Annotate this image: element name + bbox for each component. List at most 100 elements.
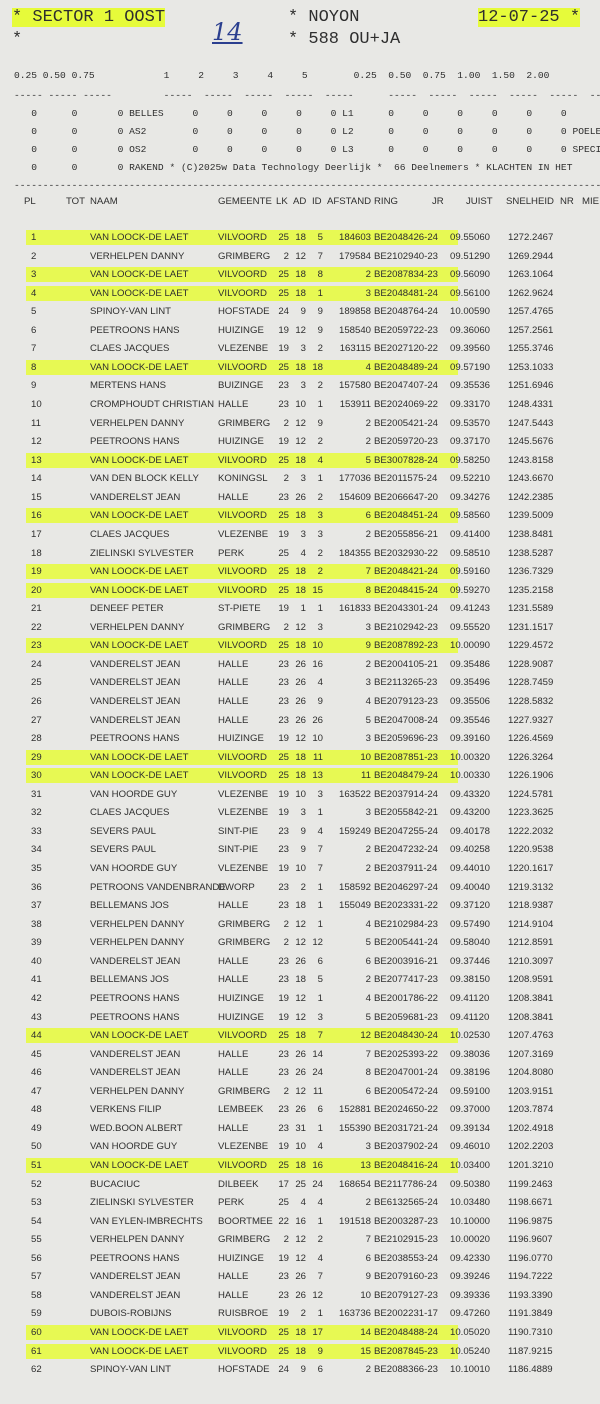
cell-ad: 4 <box>300 1197 306 1209</box>
cell-id: 1 <box>317 992 323 1004</box>
cell-ad: 18 <box>295 287 306 299</box>
cell-lk: 25 <box>278 287 289 299</box>
cell-gemeente: VLEZENBE <box>218 863 269 875</box>
cell-snelheid: 1214.9104 <box>508 918 554 930</box>
row-highlight <box>26 1343 458 1359</box>
cell-ring: BE2117786-24 <box>374 1178 438 1190</box>
cell-ring: BE2001786-22 <box>374 992 439 1004</box>
cell-id: 2 <box>317 566 323 578</box>
cell-juist: 09.56100 <box>450 287 491 299</box>
cell-ring: BE2048481-24 <box>374 287 439 299</box>
cell-gemeente: HOFSTADE <box>218 306 270 318</box>
cell-ad: 9 <box>300 844 306 856</box>
cell-ad: 12 <box>295 1234 306 1246</box>
cell-ad: 12 <box>295 992 306 1004</box>
cell-id: 4 <box>317 677 323 689</box>
cell-juist: 10.00330 <box>450 770 491 782</box>
column-header: NR <box>560 196 574 207</box>
cell-pl: 7 <box>31 343 37 355</box>
cell-naam: PEETROONS HANS <box>90 1011 180 1023</box>
cell-gemeente: VILVOORD <box>218 510 267 522</box>
cell-ad: 12 <box>295 1252 306 1264</box>
cell-naam: VERHELPEN DANNY <box>90 918 185 930</box>
cell-gemeente: BUIZINGE <box>218 380 264 392</box>
cell-snelheid: 1263.1064 <box>508 269 554 281</box>
cell-afstand: 159249 <box>338 825 371 837</box>
cell-pl: 13 <box>31 454 42 466</box>
cell-ad: 18 <box>295 510 306 522</box>
cell-gemeente: GRIMBERG <box>218 621 271 633</box>
cell-ring: BE2043301-24 <box>374 603 439 615</box>
cell-id: 4 <box>317 825 323 837</box>
cell-ring: BE2059681-23 <box>374 1011 439 1023</box>
cell-lk: 2 <box>283 1085 289 1097</box>
cell-ring: BE2048764-24 <box>374 306 439 318</box>
cell-ring: BE2048451-24 <box>374 510 439 522</box>
cell-id: 8 <box>317 269 323 281</box>
cell-id: 5 <box>317 232 323 243</box>
cell-pl: 44 <box>31 1030 42 1042</box>
cell-snelheid: 1235.2158 <box>508 584 554 596</box>
cell-id: 4 <box>317 1141 323 1153</box>
cell-snelheid: 1190.7310 <box>508 1327 553 1339</box>
cell-snelheid: 1212.8591 <box>508 937 554 949</box>
cell-pl: 19 <box>31 566 42 578</box>
cell-gemeente: GRIMBERG <box>218 1085 271 1097</box>
cell-id: 14 <box>312 1048 323 1060</box>
cell-lk: 19 <box>278 788 289 800</box>
cell-naam: VAN LOOCK-DE LAET <box>90 232 189 243</box>
cell-ring: BE2087892-23 <box>374 640 439 652</box>
cell-afstand: 5 <box>365 714 371 726</box>
cell-lk: 19 <box>278 603 289 615</box>
cell-juist: 09.37446 <box>450 955 491 967</box>
cell-pl: 43 <box>31 1011 42 1023</box>
cell-ad: 16 <box>295 1215 306 1227</box>
cell-naam: PEETROONS HANS <box>90 436 180 448</box>
cell-juist: 09.58560 <box>450 510 491 522</box>
cell-id: 9 <box>317 324 323 336</box>
cell-naam: VERHELPEN DANNY <box>90 1085 185 1097</box>
row-highlight <box>26 564 458 580</box>
cell-naam: VAN LOOCK-DE LAET <box>90 1327 189 1339</box>
cell-ad: 10 <box>295 863 306 875</box>
cell-afstand: 4 <box>365 361 371 373</box>
cell-ad: 26 <box>295 696 306 707</box>
cell-snelheid: 1208.3841 <box>508 1011 554 1023</box>
cell-juist: 09.57490 <box>450 918 491 930</box>
cell-juist: 10.00320 <box>450 751 491 763</box>
cell-snelheid: 1207.3169 <box>508 1048 554 1060</box>
cell-lk: 19 <box>278 807 289 819</box>
cell-afstand: 2 <box>365 1197 371 1209</box>
cell-ad: 26 <box>295 677 306 689</box>
cell-pl: 34 <box>31 844 42 856</box>
cell-pl: 30 <box>31 770 42 782</box>
cell-naam: WED.BOON ALBERT <box>90 1122 183 1134</box>
preamble-line: 0 0 0 BELLES 0 0 0 0 0 L1 0 0 0 0 0 0 <box>14 108 567 119</box>
cell-gemeente: GRIMBERG <box>218 417 271 429</box>
cell-pl: 52 <box>31 1178 42 1190</box>
cell-gemeente: VLEZENBE <box>218 807 269 819</box>
cell-id: 24 <box>312 1067 323 1079</box>
column-header: SNELHEID <box>506 196 554 207</box>
cell-ring: BE2037902-24 <box>374 1141 439 1153</box>
cell-id: 7 <box>317 1271 323 1283</box>
cell-naam: DUBOIS-ROBIJNS <box>90 1308 172 1320</box>
cell-pl: 37 <box>31 900 42 912</box>
cell-snelheid: 1227.9327 <box>508 714 554 726</box>
star: * <box>12 30 23 49</box>
cell-lk: 2 <box>283 937 289 949</box>
cell-gemeente: LEMBEEK <box>218 1104 264 1116</box>
cell-id: 6 <box>317 955 323 967</box>
cell-lk: 25 <box>278 510 289 522</box>
cell-ad: 12 <box>295 250 306 262</box>
preamble-line: 0 0 0 AS2 0 0 0 0 0 L2 0 0 0 0 0 0 POELE… <box>14 126 600 137</box>
cell-afstand: 152881 <box>338 1104 371 1116</box>
cell-id: 2 <box>317 380 323 392</box>
cell-gemeente: VILVOORD <box>218 454 267 466</box>
cell-ad: 18 <box>295 361 306 373</box>
cell-naam: SPINOY-VAN LINT <box>90 1364 172 1376</box>
cell-juist: 09.38196 <box>450 1067 491 1079</box>
cell-lk: 25 <box>278 1327 289 1339</box>
cell-juist: 09.53570 <box>450 417 491 429</box>
